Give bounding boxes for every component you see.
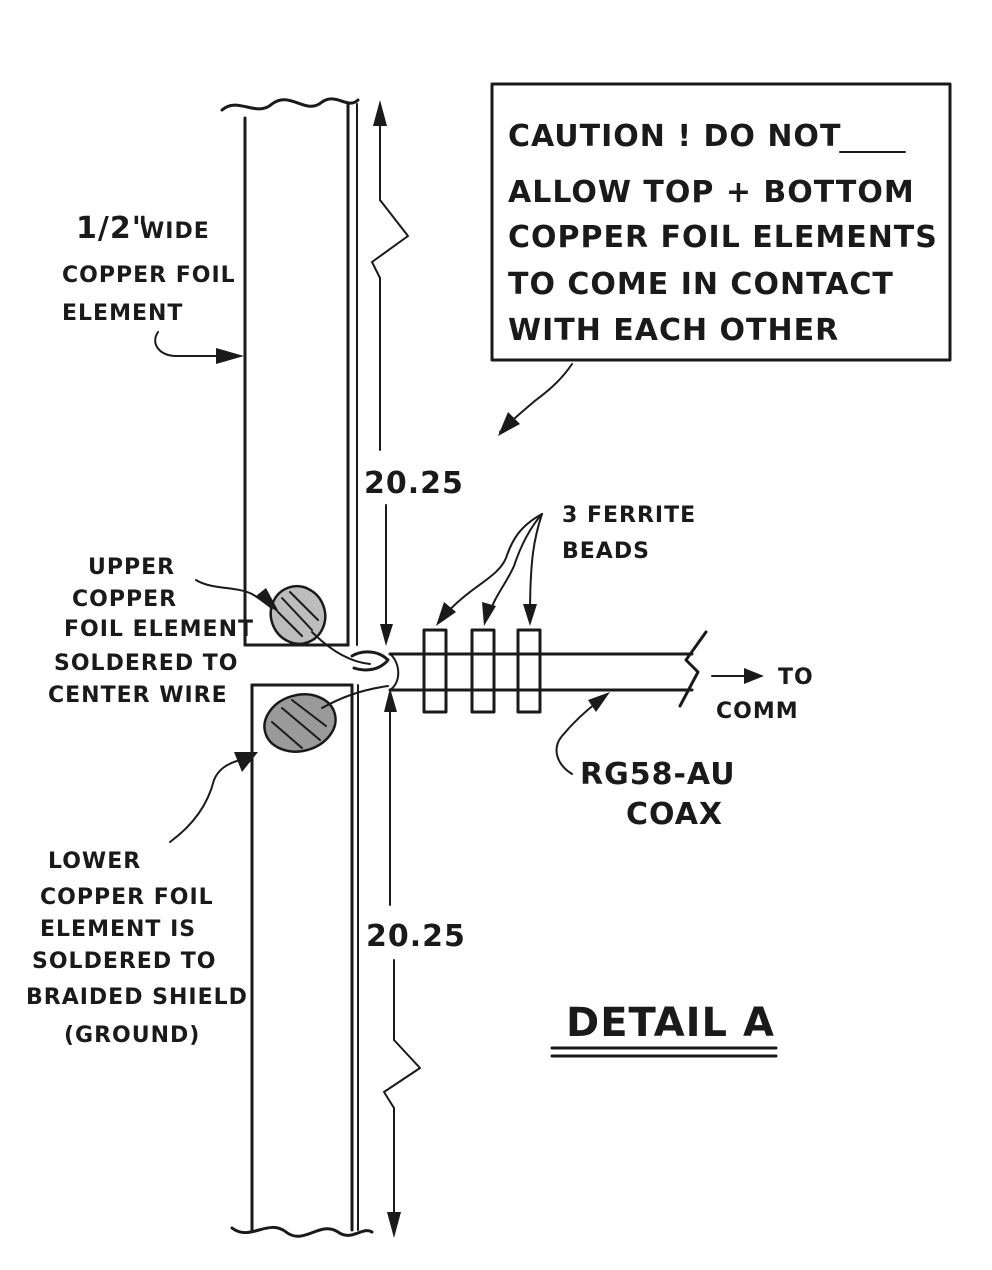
lower-solder-label: LOWER COPPER FOIL ELEMENT IS SOLDERED TO… [26, 752, 258, 1048]
ferrite-bead-3 [516, 628, 542, 714]
ferrite-beads [422, 628, 542, 714]
detail-title: DETAIL A [550, 1000, 778, 1058]
lower-solder-joint [263, 685, 389, 753]
coax-cable [388, 630, 708, 708]
coax-label: RG58-AU COAX [555, 692, 736, 832]
upper-solder-line-3: FOIL ELEMENT [64, 617, 254, 642]
detail-title-text: DETAIL A [566, 1000, 775, 1046]
caution-line-4: TO COME IN CONTACT [508, 267, 894, 302]
caution-arrow [498, 363, 573, 436]
upper-solder-line-1: UPPER [88, 555, 175, 580]
foil-width-line-2: COPPER FOIL [62, 263, 236, 288]
upper-solder-line-5: CENTER WIRE [48, 683, 228, 708]
upper-foil-element [220, 97, 360, 647]
lower-foil-element [230, 683, 374, 1238]
caution-box: CAUTION ! DO NOT ALLOW TOP + BOTTOM COPP… [490, 82, 952, 362]
foil-width-label: 1/2" WIDE COPPER FOIL ELEMENT [62, 211, 244, 364]
lower-solder-line-2: COPPER FOIL [40, 885, 214, 910]
to-comm-line-2: COMM [716, 699, 799, 724]
to-comm-line-1: TO [778, 665, 814, 690]
upper-solder-label: UPPER COPPER FOIL ELEMENT SOLDERED TO CE… [48, 555, 280, 708]
coax-line-1: RG58-AU [580, 757, 736, 792]
foil-width-line-1: WIDE [140, 219, 210, 244]
caution-line-1: CAUTION ! DO NOT [508, 119, 841, 154]
lower-solder-line-5: BRAIDED SHIELD [26, 985, 248, 1010]
ferrite-bead-2 [470, 628, 496, 714]
caution-line-5: WITH EACH OTHER [508, 313, 839, 348]
coax-line-2: COAX [626, 797, 723, 832]
to-comm-label: TO COMM [711, 665, 814, 724]
upper-length-label: 20.25 [364, 466, 464, 501]
upper-solder-line-4: SOLDERED TO [54, 651, 238, 676]
ferrite-line-1: 3 FERRITE [562, 503, 696, 528]
ferrite-bead-1 [422, 628, 448, 714]
lower-solder-line-3: ELEMENT IS [40, 917, 196, 942]
caution-line-3: COPPER FOIL ELEMENTS [508, 220, 938, 255]
ferrite-line-2: BEADS [562, 539, 650, 564]
upper-solder-joint [269, 584, 390, 672]
ferrite-label: 3 FERRITE BEADS [436, 503, 696, 626]
lower-solder-line-4: SOLDERED TO [32, 949, 216, 974]
upper-solder-line-2: COPPER [72, 587, 177, 612]
foil-width-fraction: 1/2" [76, 211, 148, 246]
lower-dimension-line [383, 688, 421, 1238]
caution-line-2: ALLOW TOP + BOTTOM [508, 175, 915, 210]
lower-solder-line-1: LOWER [48, 849, 141, 874]
foil-width-line-3: ELEMENT [62, 301, 183, 326]
lower-solder-line-6: (GROUND) [64, 1023, 200, 1048]
lower-length-label: 20.25 [366, 919, 466, 954]
upper-dimension-line [371, 100, 409, 646]
